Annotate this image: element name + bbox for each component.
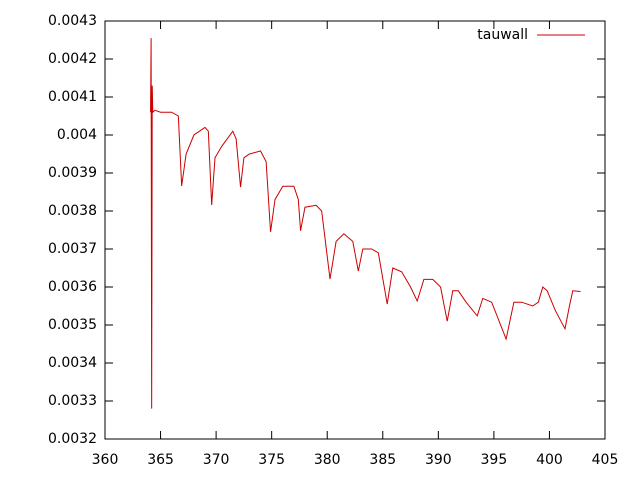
y-tick-label: 0.0038 <box>48 203 97 219</box>
y-tick-label: 0.0035 <box>48 317 97 333</box>
y-tick-label: 0.0033 <box>48 393 97 409</box>
x-tick-label: 400 <box>536 452 563 468</box>
y-tick-label: 0.0041 <box>48 89 97 105</box>
series-line <box>150 38 581 409</box>
x-tick-label: 360 <box>92 452 119 468</box>
y-tick-label: 0.0043 <box>48 13 97 29</box>
x-tick-label: 395 <box>481 452 508 468</box>
y-tick-label: 0.004 <box>57 127 97 143</box>
y-tick-label: 0.0039 <box>48 165 97 181</box>
y-tick-label: 0.0037 <box>48 241 97 257</box>
x-tick-label: 375 <box>258 452 285 468</box>
x-tick-label: 385 <box>369 452 396 468</box>
y-tick-label: 0.0036 <box>48 279 97 295</box>
y-tick-label: 0.0034 <box>48 355 97 371</box>
x-tick-label: 405 <box>592 452 619 468</box>
plot-frame <box>104 20 606 440</box>
y-tick-label: 0.0042 <box>48 51 97 67</box>
x-tick-label: 390 <box>425 452 452 468</box>
x-tick-label: 370 <box>203 452 230 468</box>
y-tick-label: 0.0032 <box>48 431 97 447</box>
x-tick-label: 365 <box>147 452 174 468</box>
legend-label: tauwall <box>477 27 528 43</box>
x-tick-label: 380 <box>314 452 341 468</box>
